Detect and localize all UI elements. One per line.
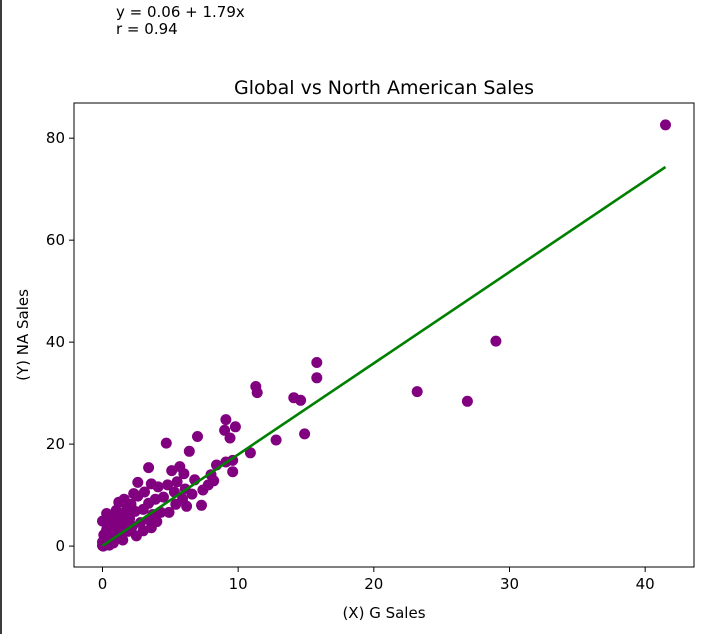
y-axis-label: (Y) NA Sales <box>14 289 32 381</box>
data-point <box>411 386 423 398</box>
data-point <box>229 421 241 433</box>
data-point <box>183 445 195 457</box>
data-point <box>110 504 122 516</box>
chart-title: Global vs North American Sales <box>234 77 534 99</box>
data-point <box>122 511 134 522</box>
y-tick-label: 40 <box>46 333 65 351</box>
data-point <box>311 357 323 368</box>
y-axis-ticks: 0 20 40 60 80 <box>46 129 74 555</box>
data-point <box>170 498 182 510</box>
data-point <box>128 488 140 500</box>
data-point <box>160 437 172 449</box>
data-point <box>132 476 144 488</box>
data-point <box>224 432 236 444</box>
data-point <box>220 414 232 426</box>
y-tick-label: 20 <box>46 435 65 453</box>
x-axis-label: (X) G Sales <box>342 604 425 622</box>
fit-line <box>101 165 667 547</box>
y-tick-label: 60 <box>46 231 65 249</box>
data-point <box>270 434 282 446</box>
data-point <box>227 466 239 478</box>
data-point <box>163 506 175 518</box>
window-edge <box>0 0 2 634</box>
data-point <box>219 424 231 436</box>
data-point <box>196 499 207 511</box>
data-point <box>97 515 108 527</box>
data-point <box>244 447 256 459</box>
points-layer <box>97 119 671 552</box>
data-point <box>162 479 174 491</box>
y-tick-label: 0 <box>55 537 65 555</box>
data-point <box>145 522 157 534</box>
data-point <box>171 476 183 488</box>
data-point <box>251 387 263 399</box>
data-point <box>192 431 203 442</box>
x-axis-ticks: 0 10 20 30 40 <box>98 567 655 593</box>
plot-frame <box>73 102 695 568</box>
data-point <box>311 372 323 384</box>
regression-equation: y = 0.06 + 1.79x <box>116 3 245 21</box>
data-point <box>166 465 178 477</box>
y-tick-label: 80 <box>46 129 65 147</box>
data-point <box>197 484 209 496</box>
correlation-coefficient: r = 0.94 <box>116 20 178 38</box>
x-tick-label: 40 <box>636 575 655 593</box>
data-point <box>461 395 473 407</box>
x-tick-label: 10 <box>229 575 248 593</box>
data-point <box>181 500 193 512</box>
data-point <box>660 119 671 131</box>
data-point <box>490 335 502 347</box>
data-point <box>299 428 311 440</box>
data-point <box>288 392 300 404</box>
data-point <box>117 534 129 546</box>
data-point <box>145 478 157 490</box>
x-tick-label: 20 <box>364 575 383 593</box>
x-tick-label: 30 <box>500 575 519 593</box>
regression-annotation: y = 0.06 + 1.79x r = 0.94 <box>116 4 245 38</box>
data-point <box>143 462 155 474</box>
x-tick-label: 0 <box>98 575 108 593</box>
